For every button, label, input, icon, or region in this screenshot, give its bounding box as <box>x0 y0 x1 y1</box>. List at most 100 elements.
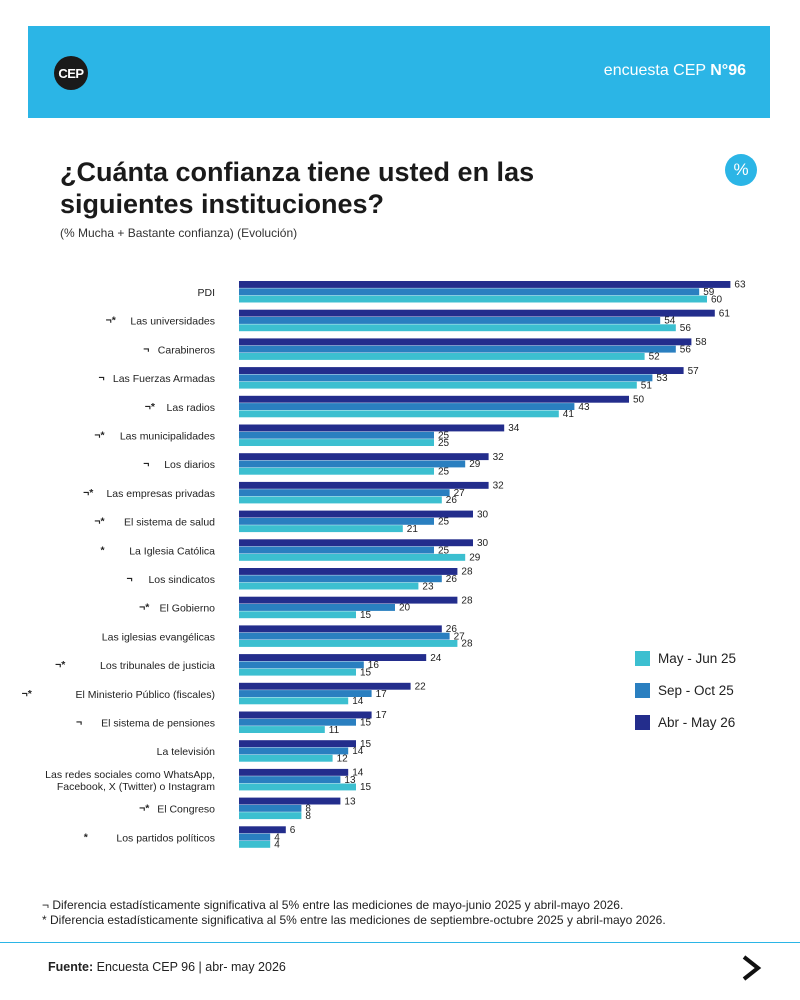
data-label: 57 <box>688 366 700 377</box>
footnotes: ¬ Diferencia estadísticamente significat… <box>42 898 666 928</box>
bar <box>239 324 676 332</box>
bar <box>239 726 325 733</box>
header-band: CEP encuesta CEP N°96 <box>28 26 770 118</box>
significance-marker: ¬ <box>126 573 132 585</box>
category-label: Los partidos políticos <box>116 832 215 844</box>
data-label: 25 <box>438 431 450 442</box>
significance-marker: ¬ <box>76 716 82 728</box>
bar <box>239 604 395 611</box>
source-label: Fuente: <box>48 960 94 974</box>
legend-swatch <box>635 650 650 666</box>
bar <box>239 611 356 619</box>
chart-subtitle: (% Mucha + Bastante confianza) (Evolució… <box>60 226 298 240</box>
data-label: 26 <box>446 495 458 506</box>
next-arrow-icon[interactable] <box>740 953 762 983</box>
bar <box>239 381 637 389</box>
bar <box>239 711 372 719</box>
bar <box>239 575 442 583</box>
bar <box>239 546 434 554</box>
survey-brand: encuesta CEP N°96 <box>604 62 746 80</box>
data-label: 4 <box>274 832 280 843</box>
data-label: 56 <box>680 344 692 355</box>
category-label: Los sindicatos <box>148 574 215 586</box>
bar <box>239 517 434 525</box>
bar <box>239 553 466 561</box>
bar <box>239 467 434 475</box>
category-label: La Iglesia Católica <box>129 545 215 557</box>
category-label: Las empresas privadas <box>106 488 215 500</box>
bar <box>239 797 341 805</box>
data-label: 61 <box>719 308 731 319</box>
significance-marker: ¬* <box>106 315 117 327</box>
data-label: 27 <box>454 631 466 642</box>
bar <box>239 812 302 820</box>
bar <box>239 317 661 324</box>
bar <box>239 776 341 784</box>
data-label: 29 <box>469 459 481 470</box>
data-label: 15 <box>360 782 372 793</box>
chart-title: ¿Cuánta confianza tiene usted en las sig… <box>60 157 535 219</box>
bar <box>239 281 731 288</box>
data-label: 4 <box>274 840 280 851</box>
data-label: 25 <box>438 517 450 528</box>
data-label: 13 <box>344 796 356 807</box>
bar <box>239 804 302 812</box>
category-label: El sistema de pensiones <box>101 717 215 729</box>
bar <box>239 718 356 726</box>
bar <box>239 668 356 676</box>
bar <box>239 768 349 776</box>
significance-marker: ¬* <box>145 401 156 413</box>
category-label: Los tribunales de justicia <box>100 660 215 672</box>
category-label: Las municipalidades <box>120 430 215 442</box>
data-label: 8 <box>305 811 311 822</box>
data-label: 21 <box>407 524 419 535</box>
bar <box>239 640 458 647</box>
category-label: Carabineros <box>158 344 215 356</box>
data-label: 15 <box>360 667 372 678</box>
significance-marker: ¬* <box>22 688 33 700</box>
category-label: El Ministerio Público (fiscales) <box>76 689 215 701</box>
significance-marker: ¬ <box>143 343 149 355</box>
data-label: 28 <box>461 595 473 606</box>
data-label: 41 <box>563 409 575 420</box>
data-label: 51 <box>641 380 653 391</box>
bar <box>239 697 349 705</box>
legend: May - Jun 25 Sep - Oct 25 Abr - May 26 <box>635 642 736 738</box>
significance-marker: * <box>84 831 89 843</box>
significance-marker: ¬ <box>98 372 104 384</box>
legend-swatch <box>635 682 650 698</box>
bar <box>239 367 684 374</box>
significance-marker: ¬* <box>83 487 94 499</box>
bar <box>239 510 473 518</box>
bar <box>239 424 505 432</box>
bar <box>239 661 364 669</box>
bar <box>239 740 356 748</box>
category-label: El Congreso <box>157 804 215 816</box>
category-label: El Gobierno <box>160 603 216 615</box>
data-label: 25 <box>438 438 450 449</box>
category-label: Las radios <box>167 402 215 414</box>
category-label: Las Fuerzas Armadas <box>113 373 215 385</box>
data-label: 24 <box>430 653 442 664</box>
bar <box>239 431 434 439</box>
data-label: 26 <box>446 574 458 585</box>
data-label: 30 <box>477 538 489 549</box>
brand-prefix: encuesta CEP <box>603 62 706 79</box>
bar <box>239 403 575 410</box>
bar <box>239 632 450 640</box>
legend-item-abr-may-26: Abr - May 26 <box>635 706 736 738</box>
data-label: 63 <box>734 280 746 291</box>
bar <box>239 374 653 382</box>
data-label: 56 <box>680 323 692 334</box>
footnote-significance-sep-oct: * Diferencia estadísticamente significat… <box>42 913 666 927</box>
data-label: 60 <box>711 294 723 305</box>
data-label: 22 <box>415 682 427 693</box>
source-text: Encuesta CEP 96 | abr- may 2026 <box>96 960 286 974</box>
data-label: 14 <box>352 768 364 779</box>
category-label: El sistema de salud <box>124 517 215 529</box>
data-label: 11 <box>329 725 340 736</box>
significance-marker: ¬* <box>139 803 150 815</box>
data-label: 14 <box>352 746 364 757</box>
data-label: 16 <box>368 660 380 671</box>
